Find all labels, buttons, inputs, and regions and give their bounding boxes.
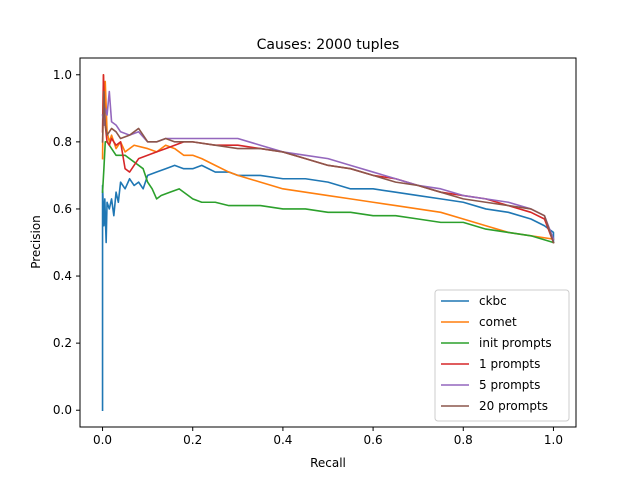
- legend-label: comet: [479, 315, 517, 329]
- chart-title: Causes: 2000 tuples: [257, 37, 400, 53]
- legend-label: 1 prompts: [479, 357, 540, 371]
- y-tick-label: 0.2: [53, 336, 72, 350]
- legend-label: init prompts: [479, 336, 552, 350]
- x-tick-label: 0.8: [454, 433, 473, 447]
- axes-frame: [79, 57, 577, 428]
- y-axis-ticks: 0.0 0.2 0.4 0.6 0.8 1.0: [53, 68, 80, 417]
- legend-label: 20 prompts: [479, 399, 548, 413]
- series-lines: [101, 73, 555, 412]
- legend-label: 5 prompts: [479, 378, 540, 392]
- x-tick-label: 0.2: [183, 433, 202, 447]
- series-line-1: [101, 164, 555, 412]
- y-axis-label: Precision: [29, 215, 43, 269]
- x-axis-label: Recall: [310, 456, 346, 470]
- plot-area: [79, 57, 577, 428]
- series-line-6: [101, 90, 555, 244]
- y-tick-label: 0.0: [53, 403, 72, 417]
- y-tick-label: 0.6: [53, 202, 72, 216]
- y-tick-label: 1.0: [53, 68, 72, 82]
- y-tick-label: 0.4: [53, 269, 72, 283]
- x-tick-label: 0.6: [364, 433, 383, 447]
- legend-label: ckbc: [479, 294, 507, 308]
- x-tick-label: 0.0: [93, 433, 112, 447]
- x-tick-label: 0.4: [273, 433, 292, 447]
- series-line-5: [101, 90, 555, 241]
- legend: ckbc comet init prompts 1 prompts 5 prompts 2…: [434, 289, 570, 422]
- series-line-2: [101, 73, 555, 241]
- x-tick-label: 1.0: [544, 433, 563, 447]
- y-tick-label: 0.8: [53, 135, 72, 149]
- x-axis-ticks: 0.0 0.2 0.4 0.6 0.8 1.0: [93, 427, 563, 447]
